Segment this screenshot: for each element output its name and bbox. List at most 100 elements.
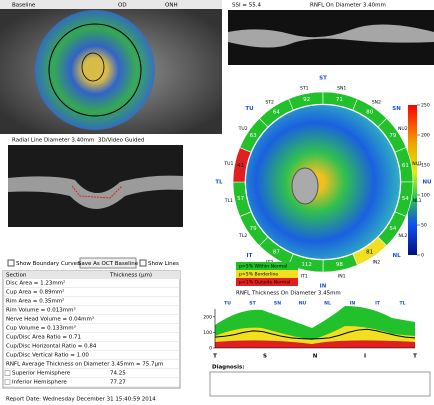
sector xyxy=(258,98,294,128)
thickness-line xyxy=(214,328,416,340)
x-tick-label: S xyxy=(263,354,267,360)
y-tick-label: 200 xyxy=(203,314,212,320)
sector-name: ST2 xyxy=(265,100,274,106)
table-cell: 74.25 xyxy=(110,371,126,377)
diagnosis-label: Diagnosis: xyxy=(212,365,244,371)
sector-value: 98 xyxy=(336,262,343,268)
quadrant-label: NL xyxy=(392,253,401,259)
disc-circle xyxy=(81,52,105,82)
sector-name: SN2 xyxy=(372,100,381,106)
quadrant-label: TL xyxy=(215,180,223,186)
panel-header xyxy=(0,0,222,9)
table-cell: Cup Volume = 0.133mm³ xyxy=(6,325,76,332)
legend-swatch xyxy=(236,262,298,270)
quadrant-label: TU xyxy=(245,106,253,112)
top-label: NL xyxy=(324,301,331,307)
sector-name: NL2 xyxy=(398,233,407,239)
legend-label: p<5% Borderline xyxy=(239,272,278,278)
expand-box xyxy=(4,370,11,376)
checkbox[interactable] xyxy=(7,259,15,267)
legend-swatch xyxy=(236,278,298,286)
thickness-title: RNFL Thickness On Diameter 3.45mm xyxy=(236,291,341,297)
sector-name: IT1 xyxy=(301,274,308,280)
fundus-overlay xyxy=(35,10,155,130)
save-button[interactable] xyxy=(79,257,137,269)
quadrant-label: NU xyxy=(422,180,431,186)
table-cell: Rim Area = 0.35mm² xyxy=(6,298,64,305)
table-cell: Rim Volume = 0.013mm³ xyxy=(6,307,76,314)
x-tick-label: T xyxy=(413,354,417,360)
quadrant-label: ST xyxy=(319,76,327,82)
sector-name: NU1 xyxy=(412,161,422,167)
sector-value: 63 xyxy=(250,133,257,139)
sector-name: TL2 xyxy=(238,233,247,239)
rnfl-title: RNFL On Diameter 3.40mm xyxy=(310,3,386,9)
sector-value: 57 xyxy=(237,196,244,202)
x-tick-label: I xyxy=(364,354,366,360)
top-label: TL xyxy=(399,301,405,307)
top-label: IT xyxy=(375,301,381,307)
table-cell: Cup/Disc Horizontal Ratio = 0.84 xyxy=(6,344,97,350)
top-label: ST xyxy=(249,301,256,307)
table-cell: Nerve Head Volume = 0.04mm³ xyxy=(6,316,94,323)
ssi: SSI = 55.4 xyxy=(232,3,261,9)
cup-area xyxy=(291,167,319,205)
legend-label: p>5% Within Normal xyxy=(239,264,287,270)
table-header xyxy=(3,271,180,279)
table-cell: RNFL Average Thickness on Diameter 3.45m… xyxy=(6,362,163,368)
eye-label: OD xyxy=(118,3,127,9)
scale-label: 50 xyxy=(421,223,427,229)
sector-value: 54 xyxy=(389,226,396,232)
sector-name: IN2 xyxy=(372,259,380,265)
table-header-cell: Thickness (µm) xyxy=(109,273,152,279)
sector-value: 79 xyxy=(389,133,396,139)
sector-name: NL1 xyxy=(413,198,422,204)
table-cell: Superior Hemisphere xyxy=(12,371,71,377)
sector-value: 87 xyxy=(273,249,280,255)
sector-name: TU2 xyxy=(238,126,248,132)
sector-value: 61 xyxy=(402,163,409,169)
guide-label: 3D/Video Guided xyxy=(98,138,144,144)
sector-value: 81 xyxy=(366,249,373,255)
table-cell: Cup/Disc Vertical Ratio = 1.00 xyxy=(6,353,89,359)
sector-value: 71 xyxy=(336,97,343,103)
checkbox-label[interactable]: Show Boundary Curves xyxy=(16,261,80,267)
button-label[interactable]: Save As OCT Baseline xyxy=(78,261,139,267)
sector-value: 41 xyxy=(237,163,244,169)
scale-label: 200 xyxy=(421,133,430,139)
scale-label: 250 xyxy=(421,103,430,109)
table-header-cell: Section xyxy=(6,273,27,279)
sector-value: 64 xyxy=(273,110,280,116)
sector-name: NU2 xyxy=(398,126,408,132)
expand-box xyxy=(4,379,11,385)
sector-name: IN1 xyxy=(338,274,346,280)
checkbox[interactable] xyxy=(139,259,147,267)
sector-name: SN1 xyxy=(337,85,346,91)
y-tick-label: 100 xyxy=(203,330,212,336)
quadrant-label: IT xyxy=(247,253,253,259)
table-cell: 77.27 xyxy=(110,380,126,386)
sector-value: 112 xyxy=(301,262,312,268)
thickness-map xyxy=(246,105,400,259)
sector-value: 79 xyxy=(250,226,257,232)
sector-name: TL1 xyxy=(224,198,233,204)
sector-value: 80 xyxy=(366,110,373,116)
table-cell: Cup/Disc Area Ratio = 0.71 xyxy=(6,335,81,341)
table-cell: Cup Area = 0.89mm² xyxy=(6,289,65,296)
table-cell: Disc Area = 1.23mm² xyxy=(6,280,65,287)
sector-name: TU1 xyxy=(223,161,233,167)
retina-band xyxy=(228,24,434,48)
radial-title: Radial Line Diameter 3.40mm xyxy=(12,138,94,144)
outside-band xyxy=(215,340,415,348)
legend-swatch xyxy=(236,270,298,278)
scan-circle xyxy=(48,23,142,117)
radial-band xyxy=(8,175,183,209)
quadrant-label: SN xyxy=(392,106,401,112)
legend-label: p<1% Outside Normal xyxy=(239,280,290,286)
diagnosis-box[interactable] xyxy=(209,371,431,397)
top-label: NU xyxy=(299,301,307,307)
y-tick-label: 0 xyxy=(209,346,212,352)
checkbox-label[interactable]: Show Lines xyxy=(148,261,179,267)
top-label: TU xyxy=(224,301,231,307)
